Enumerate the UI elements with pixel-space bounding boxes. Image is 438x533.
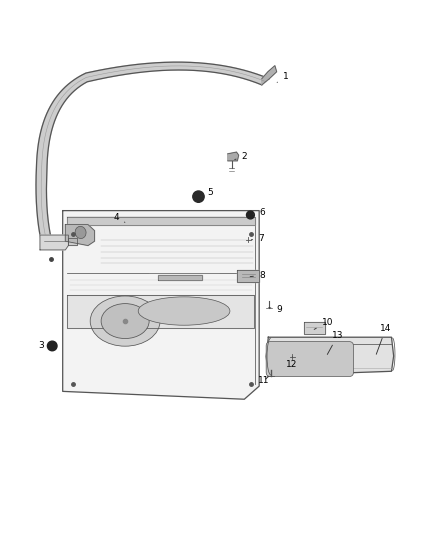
Text: 14: 14	[376, 324, 392, 354]
Text: 7: 7	[251, 235, 264, 244]
Polygon shape	[262, 66, 277, 85]
Polygon shape	[67, 295, 254, 328]
Text: 2: 2	[235, 152, 247, 161]
Circle shape	[47, 341, 57, 351]
Text: 10: 10	[314, 318, 333, 329]
Polygon shape	[68, 238, 77, 245]
Polygon shape	[304, 322, 325, 334]
Text: 12: 12	[286, 357, 297, 369]
Polygon shape	[237, 270, 259, 282]
Polygon shape	[228, 152, 239, 161]
Text: 9: 9	[269, 305, 282, 314]
Polygon shape	[65, 224, 95, 246]
Text: 5: 5	[201, 188, 213, 197]
Polygon shape	[40, 235, 68, 250]
Text: 3: 3	[38, 342, 49, 351]
Text: 1: 1	[277, 72, 288, 83]
Polygon shape	[158, 275, 201, 280]
Ellipse shape	[90, 296, 160, 346]
Text: 8: 8	[250, 271, 265, 280]
Ellipse shape	[138, 297, 230, 325]
Text: 13: 13	[327, 331, 343, 354]
Ellipse shape	[101, 304, 149, 338]
Polygon shape	[63, 211, 259, 399]
Ellipse shape	[75, 227, 86, 239]
FancyBboxPatch shape	[266, 342, 353, 376]
Circle shape	[247, 211, 254, 219]
Text: 6: 6	[253, 208, 265, 217]
Polygon shape	[36, 62, 269, 245]
Polygon shape	[266, 337, 394, 376]
Text: 4: 4	[113, 213, 125, 222]
Text: 11: 11	[258, 376, 269, 385]
Circle shape	[193, 191, 204, 203]
Polygon shape	[67, 217, 255, 224]
